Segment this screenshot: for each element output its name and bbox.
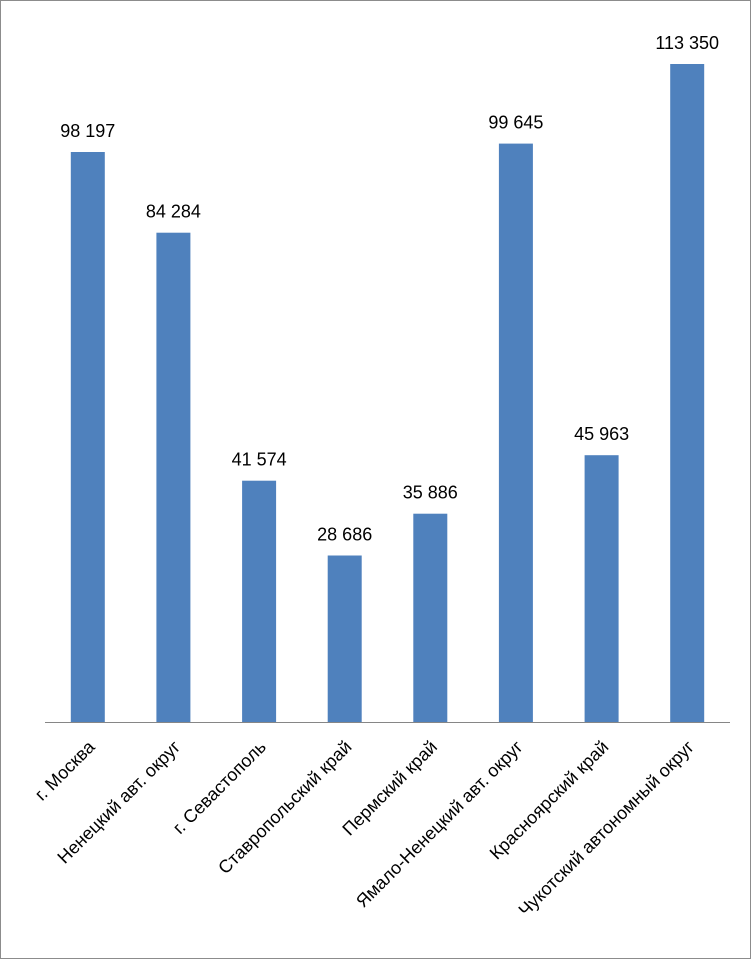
- data-label-2: 84 284: [146, 202, 201, 222]
- bar-5: [413, 513, 448, 722]
- data-label-1: 98 197: [60, 121, 115, 141]
- data-label-4: 28 686: [317, 525, 372, 545]
- data-labels-layer: 98 197 84 284 41 574 28 686 35 886 99 645 45 9…: [60, 33, 719, 545]
- data-label-3: 41 574: [232, 450, 287, 470]
- data-label-8: 113 350: [655, 33, 719, 53]
- category-label-8: Чукотский автономный округ: [515, 736, 699, 920]
- bar-4: [327, 555, 362, 722]
- bar-2: [156, 232, 191, 722]
- data-label-7: 45 963: [574, 424, 629, 444]
- data-label-5: 35 886: [403, 483, 458, 503]
- bar-1: [70, 152, 105, 722]
- bar-7: [584, 455, 619, 722]
- bar-3: [242, 480, 277, 722]
- data-label-6: 99 645: [488, 113, 543, 133]
- category-label-6: Ямало-Ненецкий авт. округ: [352, 736, 527, 911]
- bar-6: [498, 143, 533, 723]
- bars-layer: [70, 64, 705, 723]
- bar-8: [670, 64, 705, 722]
- category-label-1: г. Москва: [31, 736, 99, 804]
